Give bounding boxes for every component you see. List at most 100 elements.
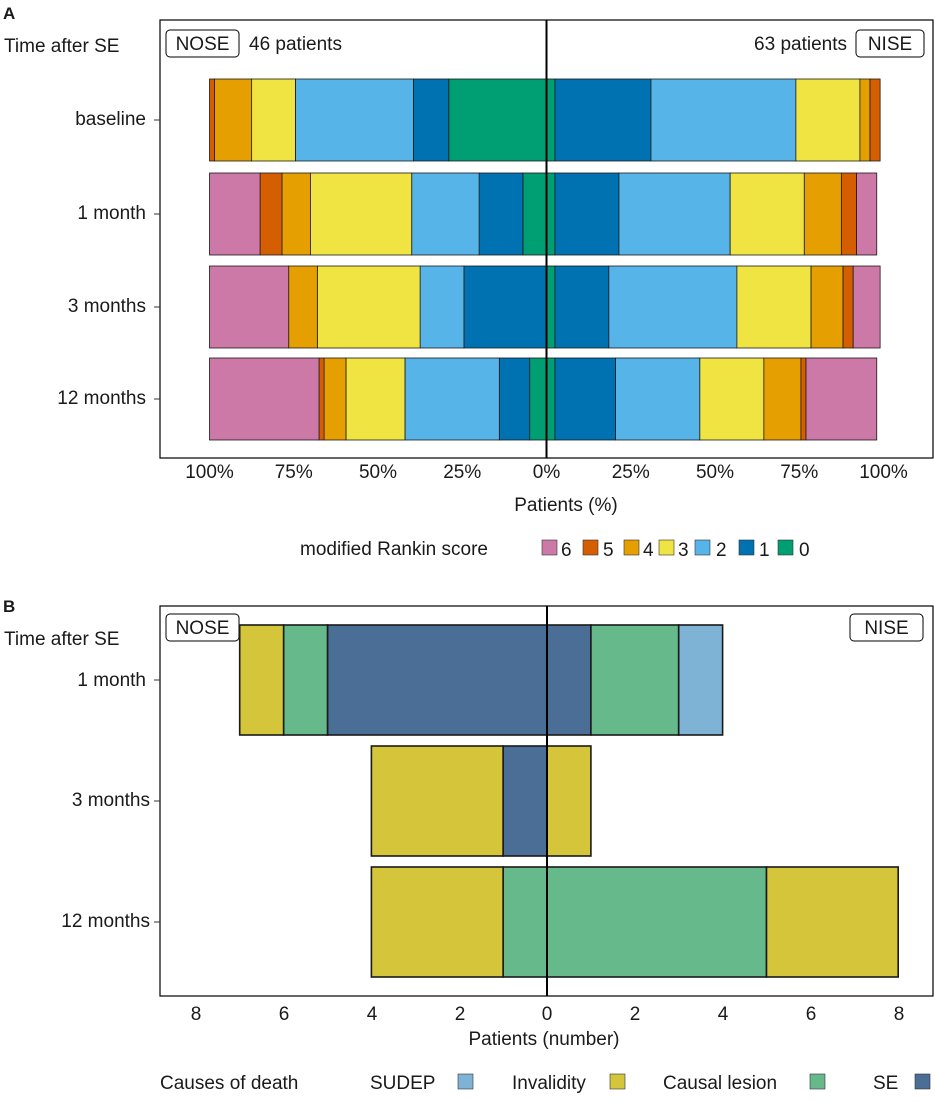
panel-a-left-group-box bbox=[165, 29, 240, 58]
legend-swatch-invalidity bbox=[609, 1073, 626, 1090]
panel-a-left-count-label: 46 patients bbox=[249, 34, 342, 55]
panel-b-x-tick-label: 6 bbox=[279, 1004, 290, 1025]
panel-a-bar-right-1-month-6 bbox=[856, 172, 878, 256]
panel-a: A Time after SE NOSE 46 patients 63 pati… bbox=[3, 4, 934, 561]
legend-label-causal-lesion: Causal lesion bbox=[663, 1073, 777, 1094]
panel-a-bar-right-3-months-6 bbox=[852, 265, 881, 349]
panel-a-y-tick-label: 1 month bbox=[77, 203, 146, 224]
panel-a-x-axis-title: Patients (%) bbox=[514, 495, 617, 516]
panel-a-bar-right-12-months-2 bbox=[615, 357, 701, 441]
panel-a-bar-left-baseline-5 bbox=[209, 78, 215, 162]
panel-b-x-tick-label: 2 bbox=[455, 1004, 466, 1025]
panel-a-bar-right-1-month-3 bbox=[729, 172, 805, 256]
panel-a-x-tick-label: 0% bbox=[533, 462, 561, 483]
panel-a-x-tick-label: 75% bbox=[275, 462, 313, 483]
legend-swatch-mrs-0 bbox=[777, 539, 794, 556]
legend-label-sudep: SUDEP bbox=[370, 1073, 435, 1094]
panel-b-bar-right-3-months-invalidity bbox=[546, 745, 592, 857]
panel-a-y-tick-label: 3 months bbox=[68, 296, 146, 317]
panel-a-bar-right-3-months-4 bbox=[810, 265, 844, 349]
legend-label-se: SE bbox=[873, 1073, 898, 1094]
panel-b: B Time after SE NOSE NISE 1 month 3 mont… bbox=[3, 597, 934, 1094]
panel-b-y-tick-label: 1 month bbox=[77, 670, 146, 691]
panel-a-bar-left-baseline-2 bbox=[295, 78, 414, 162]
panel-a-bar-right-3-months-3 bbox=[736, 265, 812, 349]
panel-a-right-count-label: 63 patients bbox=[754, 34, 847, 55]
panel-b-bar-right-1-month-sudep bbox=[677, 624, 724, 736]
panel-a-bar-right-3-months-0 bbox=[546, 265, 556, 349]
panel-a-bar-left-1-month-1 bbox=[478, 172, 524, 256]
panel-a-bar-right-baseline-0 bbox=[546, 78, 556, 162]
panel-b-y-tick-label: 12 months bbox=[61, 911, 150, 932]
legend-swatch-mrs-6 bbox=[541, 539, 558, 556]
panel-a-bar-right-12-months-0 bbox=[546, 357, 556, 441]
panel-b-y-tick-label: 3 months bbox=[72, 790, 150, 811]
panel-a-bar-left-3-months-1 bbox=[463, 265, 547, 349]
panel-a-bar-left-12-months-3 bbox=[345, 357, 406, 441]
panel-b-x-tick-label: 4 bbox=[367, 1004, 378, 1025]
panel-a-right-group-label: NISE bbox=[868, 34, 912, 55]
panel-b-left-group-label: NOSE bbox=[176, 618, 230, 639]
panel-b-bar-right-1-month-causal-lesion bbox=[590, 624, 680, 736]
panel-a-bar-left-baseline-0 bbox=[448, 78, 547, 162]
panel-a-bar-right-baseline-2 bbox=[650, 78, 797, 162]
panel-a-y-tick-label: baseline bbox=[75, 109, 146, 130]
panel-a-x-tick-label: 75% bbox=[780, 462, 818, 483]
legend-swatch-causal-lesion bbox=[809, 1073, 826, 1090]
panel-a-bar-left-3-months-3 bbox=[316, 265, 421, 349]
panel-a-x-tick-label: 25% bbox=[612, 462, 650, 483]
legend-swatch-mrs-4 bbox=[623, 539, 640, 556]
panel-b-bar-left-1-month-causal-lesion bbox=[282, 624, 329, 736]
panel-b-y-axis-title: Time after SE bbox=[4, 629, 119, 650]
panel-a-bar-left-12-months-1 bbox=[498, 357, 531, 441]
panel-b-x-tick-label: 8 bbox=[894, 1004, 905, 1025]
panel-b-x-axis-title: Patients (number) bbox=[468, 1029, 619, 1050]
panel-a-bar-right-3-months-1 bbox=[554, 265, 610, 349]
panel-b-x-tick-label: 0 bbox=[542, 1004, 553, 1025]
panel-a-bar-left-3-months-6 bbox=[209, 265, 290, 349]
panel-a-bar-right-12-months-6 bbox=[805, 357, 878, 441]
panel-a-bar-left-1-month-4 bbox=[281, 172, 311, 256]
panel-b-bar-left-1-month-invalidity bbox=[238, 624, 285, 736]
panel-a-right-group-box bbox=[855, 29, 925, 58]
panel-a-bar-left-12-months-0 bbox=[529, 357, 547, 441]
panel-b-bar-right-12-months-invalidity bbox=[765, 866, 899, 978]
panel-a-bar-left-1-month-2 bbox=[411, 172, 480, 256]
panel-a-bar-right-baseline-1 bbox=[554, 78, 652, 162]
panel-a-bar-right-3-months-2 bbox=[608, 265, 738, 349]
panel-a-bar-left-baseline-4 bbox=[214, 78, 253, 162]
panel-b-bar-right-12-months-causal-lesion bbox=[546, 866, 768, 978]
panel-a-bar-left-12-months-5 bbox=[318, 357, 325, 441]
panel-b-y-ticks: 1 month 3 months 12 months bbox=[61, 670, 160, 932]
legend-swatch-se bbox=[914, 1073, 931, 1090]
legend-swatch-mrs-2 bbox=[694, 539, 711, 556]
panel-b-letter: B bbox=[3, 597, 15, 616]
panel-a-bar-left-baseline-3 bbox=[251, 78, 296, 162]
panel-a-bar-right-1-month-1 bbox=[554, 172, 620, 256]
panel-b-bar-left-3-months-se bbox=[502, 745, 548, 857]
panel-a-x-ticks: 100% 75% 50% 25% 0% 25% 50% 75% 100% bbox=[185, 462, 908, 483]
panel-a-bar-left-12-months-4 bbox=[323, 357, 347, 441]
legend-swatch-mrs-5 bbox=[582, 539, 599, 556]
panel-a-x-tick-label: 25% bbox=[443, 462, 481, 483]
panel-a-y-tick-label: 12 months bbox=[57, 388, 146, 409]
panel-a-bar-left-1-month-0 bbox=[522, 172, 547, 256]
panel-a-bar-left-1-month-5 bbox=[259, 172, 283, 256]
panel-b-bar-left-12-months-causal-lesion bbox=[502, 866, 548, 978]
panel-b-bar-left-1-month-se bbox=[326, 624, 548, 736]
panel-a-bar-left-12-months-2 bbox=[404, 357, 500, 441]
panel-b-x-tick-label: 8 bbox=[191, 1004, 202, 1025]
legend-swatch-sudep bbox=[457, 1073, 474, 1090]
legend-label-mrs-6: 6 bbox=[561, 540, 572, 561]
panel-b-right-group-box bbox=[849, 613, 924, 642]
panel-b-bar-left-3-months-invalidity bbox=[370, 745, 504, 857]
panel-a-bar-right-1-month-2 bbox=[618, 172, 731, 256]
panel-a-legend: modified Rankin score 6 5 4 3 2 1 0 bbox=[300, 539, 810, 561]
panel-a-legend-title: modified Rankin score bbox=[300, 539, 488, 560]
legend-label-mrs-1: 1 bbox=[759, 540, 770, 561]
panel-b-x-tick-label: 6 bbox=[806, 1004, 817, 1025]
legend-label-invalidity: Invalidity bbox=[512, 1073, 586, 1094]
panel-a-bar-right-baseline-3 bbox=[795, 78, 861, 162]
panel-b-x-tick-label: 4 bbox=[718, 1004, 729, 1025]
panel-a-y-ticks: baseline 1 month 3 months 12 months bbox=[57, 109, 160, 409]
